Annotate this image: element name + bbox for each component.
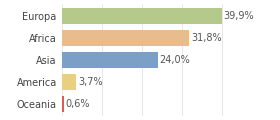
Bar [62,52,158,68]
Text: 0,6%: 0,6% [66,99,90,109]
Bar [62,8,222,24]
Text: 3,7%: 3,7% [78,77,103,87]
Bar [62,96,64,112]
Text: 39,9%: 39,9% [223,11,254,21]
Text: 24,0%: 24,0% [160,55,190,65]
Text: 31,8%: 31,8% [191,33,221,43]
Bar [62,74,76,90]
Bar [62,30,189,46]
